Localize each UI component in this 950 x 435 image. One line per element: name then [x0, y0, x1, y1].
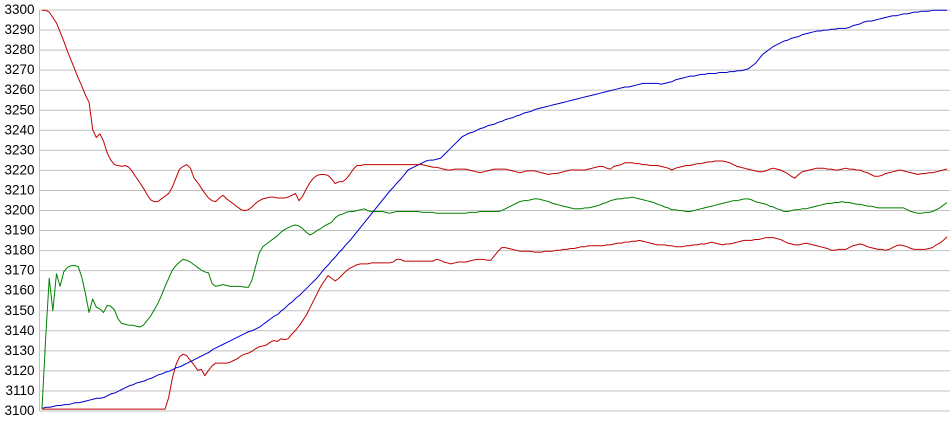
svg-text:3180: 3180: [4, 243, 34, 258]
svg-text:3290: 3290: [4, 22, 34, 37]
svg-text:3170: 3170: [4, 263, 34, 278]
svg-text:3270: 3270: [4, 62, 34, 77]
svg-text:3280: 3280: [4, 42, 34, 57]
svg-text:3260: 3260: [4, 82, 34, 97]
svg-text:3190: 3190: [4, 223, 34, 238]
svg-text:3140: 3140: [4, 323, 34, 338]
svg-text:3160: 3160: [4, 283, 34, 298]
svg-text:3300: 3300: [4, 2, 34, 17]
svg-text:3150: 3150: [4, 303, 34, 318]
svg-text:3250: 3250: [4, 102, 34, 117]
svg-text:3100: 3100: [4, 403, 34, 418]
svg-text:3220: 3220: [4, 162, 34, 177]
svg-text:3110: 3110: [5, 383, 34, 398]
svg-text:3130: 3130: [4, 343, 34, 358]
svg-text:3240: 3240: [4, 122, 34, 137]
svg-text:3200: 3200: [4, 203, 34, 218]
svg-text:3230: 3230: [4, 142, 34, 157]
svg-text:3210: 3210: [4, 182, 34, 197]
svg-text:3120: 3120: [4, 363, 34, 378]
